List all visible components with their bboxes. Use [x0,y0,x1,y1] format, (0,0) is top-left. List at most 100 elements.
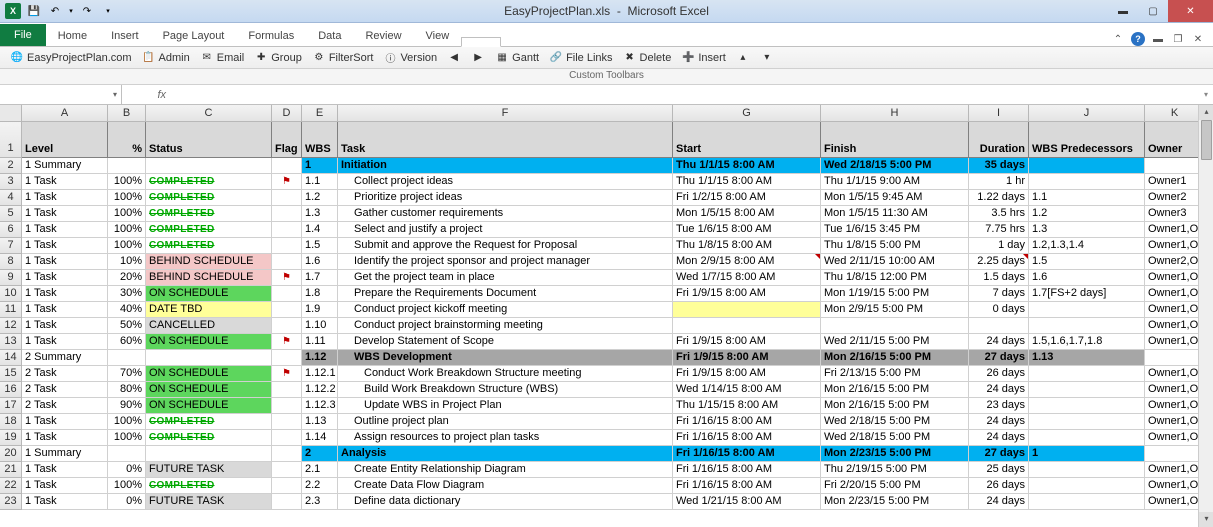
cell-start[interactable]: Thu 1/1/15 8:00 AM [673,158,821,174]
cell-owner[interactable]: Owner1,O [1145,286,1205,302]
cell-pct[interactable]: 40% [108,302,146,318]
cell-dur[interactable]: 24 days [969,334,1029,350]
cell-finish[interactable]: Mon 1/19/15 5:00 PM [821,286,969,302]
row-header-9[interactable]: 9 [0,270,22,286]
cell-start[interactable]: Fri 1/2/15 8:00 AM [673,190,821,206]
cell-wbs[interactable]: 1.12.2 [302,382,338,398]
cell-pct[interactable]: 60% [108,334,146,350]
cell-pred[interactable]: 1 [1029,446,1145,462]
row-header-4[interactable]: 4 [0,190,22,206]
cell-owner[interactable]: Owner1,O [1145,366,1205,382]
cell-finish[interactable]: Wed 2/11/15 5:00 PM [821,334,969,350]
cell-flag[interactable] [272,158,302,174]
cell-level[interactable]: 1 Task [22,222,108,238]
cell-dur[interactable]: 7 days [969,286,1029,302]
cell-status[interactable]: COMPLETED [146,238,272,254]
cell-flag[interactable] [272,478,302,494]
row-header-1[interactable]: 1 [0,122,22,158]
column-header-H[interactable]: H [821,105,969,122]
cell-dur[interactable]: 1.22 days [969,190,1029,206]
cell-pred[interactable]: 1.13 [1029,350,1145,366]
cell-status[interactable]: FUTURE TASK [146,494,272,510]
cell-owner[interactable]: Owner2 [1145,190,1205,206]
cell-level[interactable]: 1 Summary [22,446,108,462]
vertical-scrollbar[interactable]: ▴ ▾ [1198,105,1213,527]
toolbar-item-Email[interactable]: ✉Email [196,51,249,65]
cell-start[interactable]: Fri 1/9/15 8:00 AM [673,286,821,302]
cell-flag[interactable] [272,238,302,254]
cell-pct[interactable]: 100% [108,478,146,494]
toolbar-item-Insert[interactable]: ➕Insert [677,51,730,65]
cell-level[interactable]: 1 Task [22,206,108,222]
cell-owner[interactable]: Owner1,O [1145,270,1205,286]
cell-wbs[interactable]: 1.12.1 [302,366,338,382]
cell-finish[interactable]: Tue 1/6/15 3:45 PM [821,222,969,238]
cell-finish[interactable]: Mon 1/5/15 11:30 AM [821,206,969,222]
qat-customize-icon[interactable]: ▾ [99,2,117,20]
cell-start[interactable]: Wed 1/14/15 8:00 AM [673,382,821,398]
cell-finish[interactable]: Wed 2/11/15 10:00 AM [821,254,969,270]
cell-finish[interactable]: Thu 1/8/15 5:00 PM [821,238,969,254]
cell-pred[interactable]: 1.1 [1029,190,1145,206]
cell-dur[interactable]: 26 days [969,478,1029,494]
cell-task[interactable]: Select and justify a project [338,222,673,238]
cell-flag[interactable] [272,382,302,398]
tab-page-layout[interactable]: Page Layout [151,26,237,46]
cell-pred[interactable] [1029,382,1145,398]
cell-status[interactable]: BEHIND SCHEDULE [146,270,272,286]
cell-wbs[interactable]: 2 [302,446,338,462]
formula-input[interactable] [172,85,1199,104]
cell-owner[interactable]: Owner1,O [1145,494,1205,510]
cell-level[interactable]: 1 Task [22,190,108,206]
cell-start[interactable]: Fri 1/16/15 8:00 AM [673,478,821,494]
row-header-17[interactable]: 17 [0,398,22,414]
maximize-button[interactable]: ▢ [1138,0,1168,22]
cell-status[interactable] [146,350,272,366]
cell-pred[interactable] [1029,462,1145,478]
cell-status[interactable]: COMPLETED [146,222,272,238]
cell-dur[interactable]: 24 days [969,494,1029,510]
cell-pct[interactable]: 90% [108,398,146,414]
cell-task[interactable]: Conduct project brainstorming meeting [338,318,673,334]
cell-pct[interactable]: 100% [108,206,146,222]
cell-start[interactable]: Mon 2/9/15 8:00 AM [673,254,821,270]
cell-owner[interactable]: Owner1,O [1145,302,1205,318]
cell-pred[interactable]: 1.2,1.3,1.4 [1029,238,1145,254]
cell-start[interactable]: Tue 1/6/15 8:00 AM [673,222,821,238]
cell-dur[interactable]: 26 days [969,366,1029,382]
field-header-task[interactable]: Task [338,122,673,158]
cell-task[interactable]: Initiation [338,158,673,174]
cell-pct[interactable]: 100% [108,190,146,206]
cell-wbs[interactable]: 1.2 [302,190,338,206]
cell-status[interactable]: CANCELLED [146,318,272,334]
cell-status[interactable]: COMPLETED [146,174,272,190]
cell-wbs[interactable]: 1.13 [302,414,338,430]
tab-file[interactable]: File [0,24,46,46]
cell-owner[interactable]: Owner1,O [1145,398,1205,414]
cell-task[interactable]: Get the project team in place [338,270,673,286]
save-icon[interactable]: 💾 [25,2,43,20]
cell-dur[interactable]: 7.75 hrs [969,222,1029,238]
cell-task[interactable]: Identify the project sponsor and project… [338,254,673,270]
cell-task[interactable]: Gather customer requirements [338,206,673,222]
cell-pred[interactable] [1029,430,1145,446]
row-header-2[interactable]: 2 [0,158,22,174]
cell-status[interactable]: ON SCHEDULE [146,366,272,382]
fx-icon[interactable]: fx [122,89,172,101]
cell-wbs[interactable]: 1.4 [302,222,338,238]
cell-flag[interactable] [272,190,302,206]
cell-flag[interactable] [272,318,302,334]
cell-dur[interactable]: 2.25 days [969,254,1029,270]
cell-start[interactable]: Wed 1/21/15 8:00 AM [673,494,821,510]
row-header-21[interactable]: 21 [0,462,22,478]
toolbar-item-13[interactable]: ▾ [756,51,778,65]
cell-dur[interactable]: 1 hr [969,174,1029,190]
cell-wbs[interactable]: 1.12.3 [302,398,338,414]
column-header-J[interactable]: J [1029,105,1145,122]
field-header-owner[interactable]: Owner [1145,122,1205,158]
cell-owner[interactable] [1145,446,1205,462]
cell-level[interactable]: 1 Task [22,494,108,510]
cell-status[interactable]: DATE TBD [146,302,272,318]
help-icon[interactable]: ? [1131,32,1145,46]
column-header-G[interactable]: G [673,105,821,122]
